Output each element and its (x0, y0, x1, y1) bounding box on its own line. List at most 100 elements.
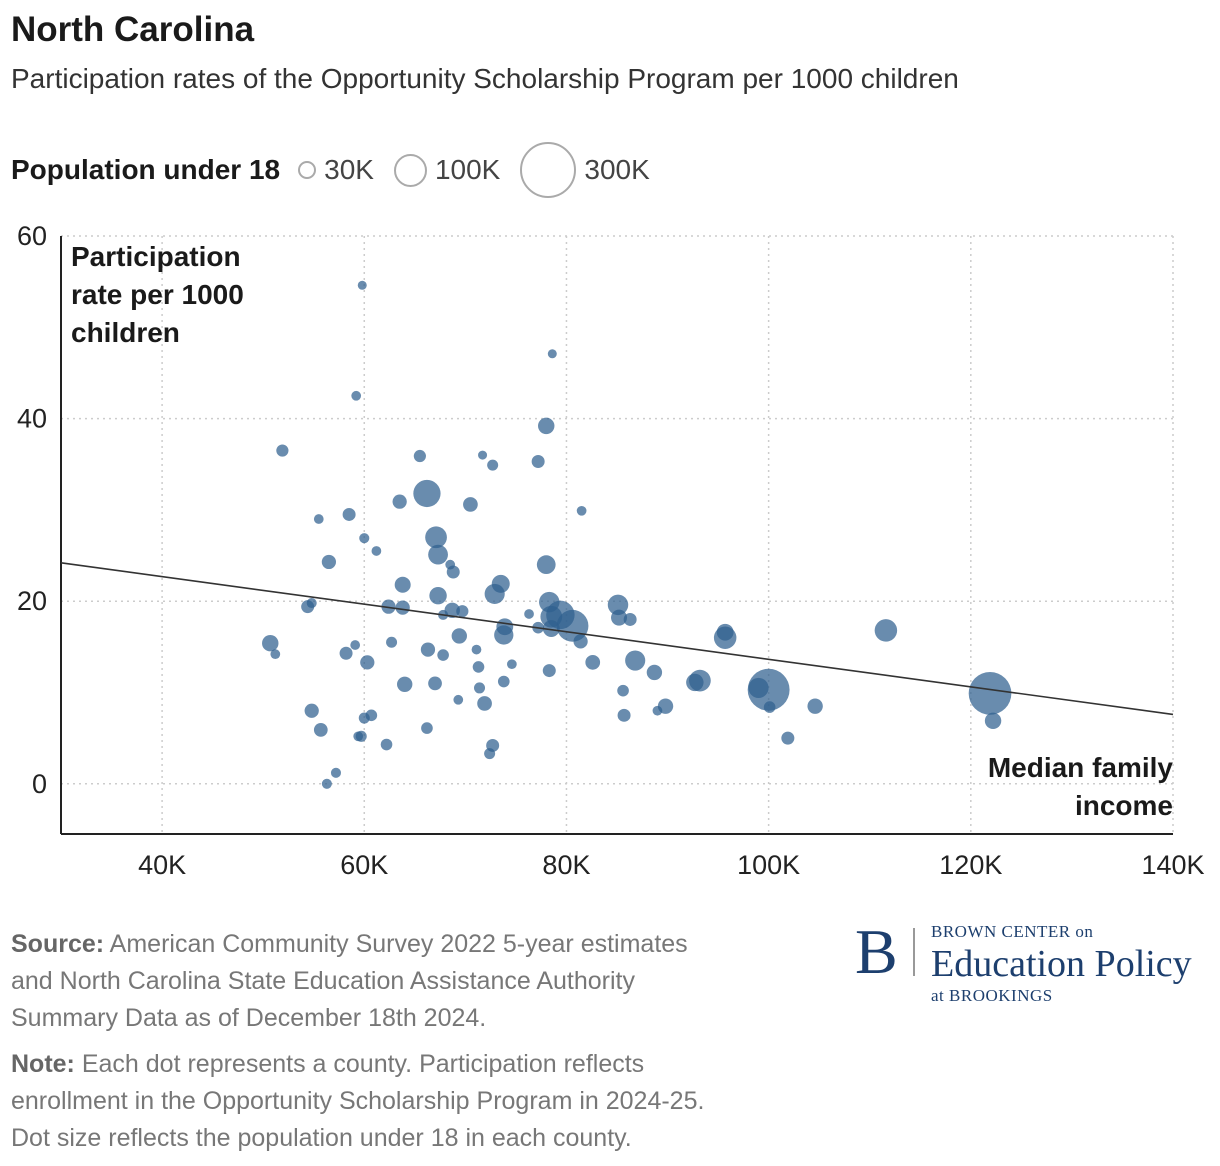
data-point (542, 664, 556, 678)
logo-line-1: BROWN CENTER on (931, 922, 1094, 941)
source-text-1: American Community Survey 2022 5-year es… (109, 930, 688, 958)
x-tick-label: 60K (340, 850, 388, 880)
data-point (625, 650, 646, 671)
data-point (968, 672, 1012, 715)
data-point (686, 673, 704, 692)
legend-item-large: 300K (520, 142, 650, 198)
data-point (478, 450, 488, 460)
data-point (437, 649, 449, 661)
logo-line-2: Education Policy (931, 943, 1192, 985)
data-point (807, 698, 823, 714)
x-axis-label: Median family income (988, 752, 1174, 821)
data-point (321, 554, 337, 570)
data-point (359, 533, 370, 544)
data-point (474, 682, 486, 694)
data-point (617, 708, 631, 722)
data-point (429, 586, 447, 605)
data-point (351, 390, 362, 401)
data-point (270, 649, 281, 660)
data-point (394, 576, 411, 593)
data-point (425, 526, 447, 549)
data-point (763, 701, 776, 713)
data-point (397, 676, 413, 692)
data-point (538, 417, 555, 435)
data-point (573, 634, 588, 649)
data-point (652, 705, 663, 716)
data-point (386, 636, 398, 648)
data-point (617, 684, 629, 697)
legend-label-small: 30K (324, 154, 374, 185)
data-point (623, 612, 637, 626)
scatter-chart: 40K 60K 80K 100K 120K 140K 0 20 40 60 Participatio… (17, 221, 1205, 880)
data-point (451, 628, 467, 644)
y-tick-label: 0 (32, 769, 47, 799)
legend-item-small: 30K (298, 154, 374, 186)
data-point (428, 544, 448, 565)
data-point (524, 609, 534, 619)
data-point (536, 555, 556, 575)
data-point (781, 731, 795, 745)
data-point (984, 712, 1002, 730)
data-point (420, 642, 436, 657)
chart-subtitle: Participation rates of the Opportunity S… (11, 63, 959, 94)
y-axis-label: Participation rate per 1000 children (71, 241, 244, 348)
data-point (313, 514, 324, 524)
data-point (380, 738, 393, 751)
data-point (463, 497, 478, 512)
data-point (471, 644, 482, 655)
data-point (330, 767, 341, 778)
data-point (357, 280, 367, 290)
source-text-2: and North Carolina State Education Assis… (11, 967, 635, 995)
data-point (262, 634, 279, 652)
data-point (392, 494, 407, 509)
y-tick-label: 60 (17, 221, 47, 251)
data-point (381, 599, 396, 614)
legend-circle-medium (393, 153, 427, 187)
x-tick-label: 100K (737, 850, 800, 880)
chart-title: North Carolina (11, 10, 255, 49)
source-note: Source: American Community Survey 2022 5… (11, 926, 831, 1037)
data-point (487, 459, 499, 471)
data-point (453, 694, 464, 705)
source-text-3: Summary Data as of December 18th 2024. (11, 1004, 487, 1032)
data-point (428, 676, 442, 691)
y-tick-label: 20 (17, 586, 47, 616)
data-point (539, 591, 560, 613)
data-point (542, 620, 560, 637)
data-point (413, 449, 426, 463)
data-point (371, 546, 382, 556)
data-point (445, 559, 456, 570)
data-point (497, 675, 510, 688)
legend-label-medium: 100K (434, 154, 501, 185)
data-point (456, 605, 469, 618)
data-point (413, 479, 441, 508)
logo-line-3: at BROOKINGS (931, 986, 1053, 1005)
legend-item-medium: 100K (393, 153, 501, 187)
trend-line (60, 562, 1174, 716)
data-point (444, 602, 460, 619)
data-point (484, 748, 496, 760)
data-point (874, 619, 898, 642)
data-point (585, 655, 601, 670)
data-point (491, 574, 510, 593)
data-point (576, 505, 587, 516)
logo-divider (913, 928, 915, 976)
data-point (321, 778, 332, 789)
source-label: Source: (11, 930, 105, 958)
data-point (607, 594, 629, 616)
data-point (748, 677, 769, 698)
y-tick-label: 40 (17, 404, 47, 434)
data-point (716, 623, 734, 641)
x-tick-label: 40K (138, 850, 186, 880)
data-point (646, 664, 663, 681)
data-point (421, 722, 433, 734)
note: Note: Each dot represents a county. Part… (11, 1046, 831, 1157)
data-point (353, 731, 364, 742)
note-text-3: Dot size reflects the population under 1… (11, 1124, 632, 1152)
legend-circle-large (520, 142, 577, 198)
legend-label-large: 300K (584, 154, 650, 185)
data-point (395, 600, 410, 615)
note-text-2: enrollment in the Opportunity Scholarshi… (11, 1087, 705, 1115)
note-text-1: Each dot represents a county. Participat… (81, 1050, 645, 1078)
legend-circle-small (298, 161, 317, 179)
